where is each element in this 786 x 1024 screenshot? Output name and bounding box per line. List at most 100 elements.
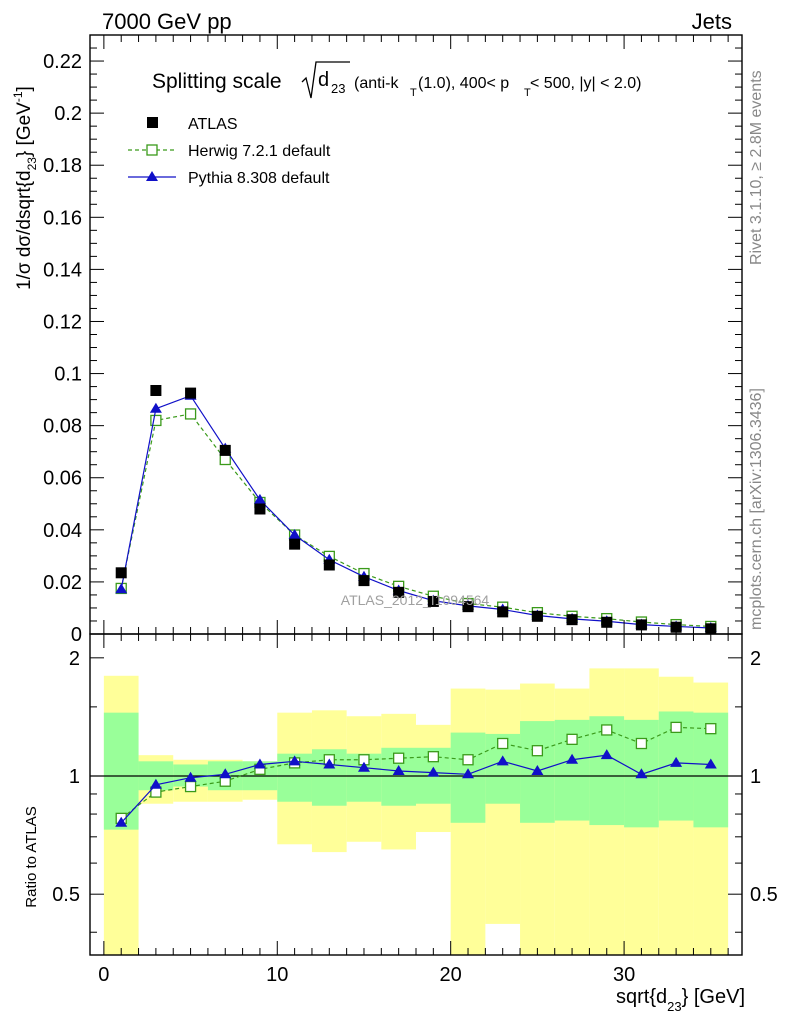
y-tick-label-ratio: 2 xyxy=(69,648,80,670)
legend-herwig-label: Herwig 7.2.1 default xyxy=(188,143,331,160)
title-d-sub: 23 xyxy=(331,81,345,96)
pythia-ratio-point xyxy=(600,749,613,760)
herwig-line xyxy=(120,413,711,628)
pythia-ratio-point xyxy=(427,766,440,777)
pythia-ratio-line xyxy=(120,754,711,824)
title-lead: Splitting scale xyxy=(152,70,282,93)
y-tick-label-ratio-right: 2 xyxy=(750,648,761,670)
title-rest-3: < 500, |y| < 2.0) xyxy=(530,75,642,92)
pythia-ratio-point xyxy=(635,768,648,779)
herwig-point xyxy=(184,408,197,420)
x-tick-label: 0 xyxy=(98,964,109,986)
x-tick-label: 10 xyxy=(266,964,288,986)
y-tick-label-top: 0.14 xyxy=(43,259,82,281)
atlas-data-point xyxy=(150,384,162,396)
pythia-line xyxy=(120,394,711,629)
herwig-ratio-point xyxy=(497,737,509,750)
title-kt-sub: T xyxy=(410,87,417,99)
y-tick-label-ratio: 0.5 xyxy=(52,884,80,906)
x-tick-label: 30 xyxy=(613,964,635,986)
title-rest-2: (1.0), 400< p xyxy=(418,75,509,92)
pythia-ratio-point xyxy=(462,768,475,779)
y-tick-label-top: 0 xyxy=(71,624,82,646)
atlas-data-point xyxy=(393,586,405,598)
pythia-point xyxy=(115,583,128,594)
y-tick-label-top: 0.08 xyxy=(43,416,82,438)
rivet-label: Rivet 3.1.10, ≥ 2.8M events xyxy=(748,70,765,265)
pythia-ratio-point xyxy=(566,753,579,764)
title-d: d xyxy=(318,69,329,91)
pythia-ratio-point xyxy=(219,768,232,779)
atlas-data-point xyxy=(289,538,301,550)
herwig-point xyxy=(219,453,231,466)
uncertainty-band-inner xyxy=(103,712,139,830)
atlas-data-point xyxy=(358,575,370,587)
atlas-data-point xyxy=(115,567,127,579)
herwig-ratio-point xyxy=(670,721,682,734)
atlas-data-point xyxy=(566,614,578,626)
plot-title: Splitting scale d 23 (anti-k T (1.0), 40… xyxy=(152,61,642,99)
y-tick-label-top: 0.18 xyxy=(43,155,82,177)
pythia-ratio-point xyxy=(392,764,405,775)
pythia-ratio-point xyxy=(496,755,509,766)
title-rest-1: (anti-k xyxy=(354,75,399,92)
pythia-ratio-point xyxy=(357,761,370,772)
atlas-data-point xyxy=(497,606,509,618)
pythia-point xyxy=(149,402,162,413)
mcplots-label: mcplots.cern.ch [arXiv:1306.3436] xyxy=(748,388,765,630)
pythia-ratio-point xyxy=(704,758,717,769)
herwig-ratio-point xyxy=(705,723,717,735)
pythia-ratio-point xyxy=(253,758,266,769)
herwig-ratio-point xyxy=(427,751,439,763)
atlas-data-point xyxy=(219,444,231,456)
herwig-ratio-point xyxy=(184,780,197,793)
sqrt-sign xyxy=(301,61,350,99)
atlas-data-point xyxy=(635,619,647,631)
atlas-data-point xyxy=(185,387,197,399)
uncertainty-band-outer xyxy=(485,689,521,924)
atlas-data-point xyxy=(254,503,266,515)
pythia-ratio-point xyxy=(531,764,544,775)
herwig-ratio-point xyxy=(393,752,405,764)
legend-pythia-label: Pythia 8.308 default xyxy=(188,170,330,187)
y-tick-label-top: 0.16 xyxy=(43,207,82,229)
herwig-ratio-point xyxy=(566,733,578,745)
pythia-ratio-point xyxy=(149,778,162,789)
y-tick-label-top: 0.22 xyxy=(43,51,82,73)
x-axis-title: sqrt{d23} [GeV] xyxy=(616,986,745,1014)
herwig-ratio-point xyxy=(531,745,544,757)
y-tick-label-ratio-right: 1 xyxy=(750,766,761,788)
analysis-watermark: ATLAS_2012_I1094564 xyxy=(341,592,490,608)
herwig-ratio-point xyxy=(462,754,474,766)
title-pt-sub: T xyxy=(524,87,531,99)
y-tick-label-ratio: 1 xyxy=(69,766,80,788)
y-tick-label-top: 0.02 xyxy=(43,572,82,594)
y-tick-label-top: 0.1 xyxy=(54,364,82,386)
atlas-data-point xyxy=(601,616,613,628)
pythia-ratio-point xyxy=(670,756,683,767)
herwig-ratio-point xyxy=(635,737,648,750)
atlas-data-point xyxy=(462,601,474,613)
legend-atlas-marker xyxy=(147,117,158,128)
ratio-panel xyxy=(90,668,742,955)
atlas-data-point xyxy=(531,610,543,622)
pythia-point xyxy=(253,493,266,504)
x-tick-label: 20 xyxy=(440,964,462,986)
y-axis-title-ratio: Ratio to ATLAS xyxy=(23,806,40,907)
herwig-point xyxy=(150,414,162,427)
header-right: Jets xyxy=(692,9,732,34)
herwig-ratio-point xyxy=(601,724,613,736)
pythia-point xyxy=(288,529,301,540)
y-axis-title-top: 1/σ dσ/dsqrt{d23} [GeV-1] xyxy=(11,86,39,290)
pythia-ratio-point xyxy=(288,755,301,766)
legend: ATLAS Herwig 7.2.1 default Pythia 8.308 … xyxy=(128,116,331,187)
y-tick-label-ratio-right: 0.5 xyxy=(750,884,778,906)
y-tick-label-top: 0.2 xyxy=(54,103,82,125)
y-tick-label-top: 0.06 xyxy=(43,468,82,490)
legend-pythia-marker xyxy=(146,171,158,181)
pythia-ratio-point xyxy=(323,758,336,769)
herwig-ratio-line xyxy=(120,726,711,819)
y-title-part1: 1/σ dσ/dsqrt{d23} [GeV-1] xyxy=(11,86,39,290)
top-panel xyxy=(115,384,717,635)
